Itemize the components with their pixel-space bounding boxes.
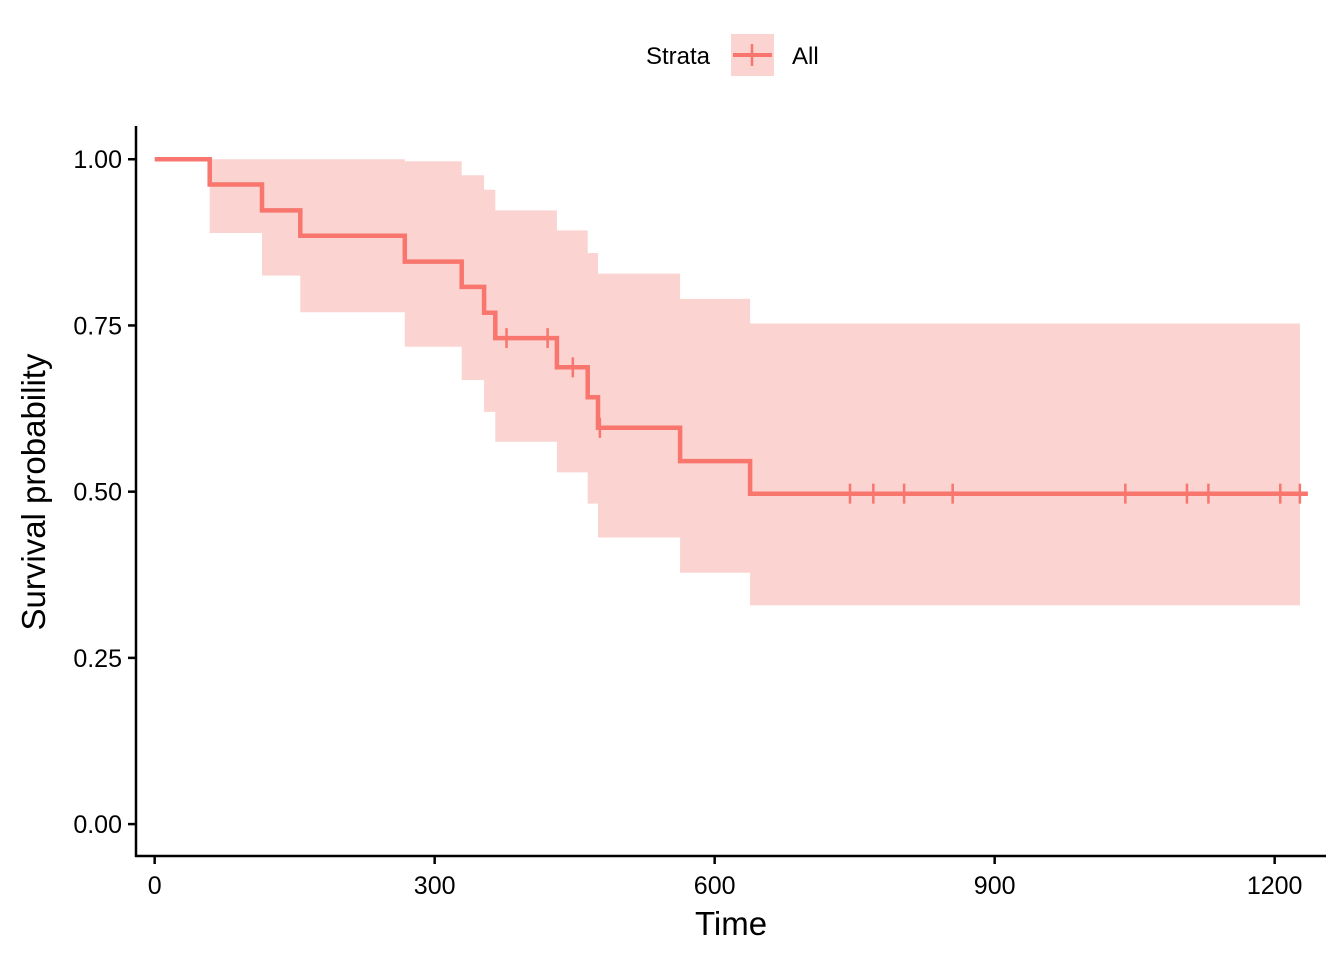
y-tick-label-1: 0.25 — [73, 645, 122, 673]
legend-title: Strata — [646, 43, 711, 70]
y-axis: 0.00 0.25 0.50 0.75 1.00 — [73, 126, 138, 857]
legend: Strata All — [646, 34, 819, 76]
x-axis: 0 300 600 900 1200 — [135, 854, 1326, 900]
confidence-band — [154, 159, 1300, 606]
x-tick-label-1: 300 — [414, 872, 456, 900]
y-axis-title: Survival probability — [15, 353, 52, 630]
plot-area — [154, 156, 1308, 606]
x-tick-label-4: 1200 — [1247, 872, 1303, 900]
survival-curve-all — [154, 156, 1308, 496]
x-tick-label-3: 900 — [974, 872, 1016, 900]
y-tick-label-0: 0.00 — [73, 811, 122, 839]
y-tick-label-3: 0.75 — [73, 312, 122, 340]
x-tick-label-2: 600 — [694, 872, 736, 900]
y-tick-label-4: 1.00 — [73, 146, 122, 174]
x-tick-label-0: 0 — [148, 872, 162, 900]
x-axis-title: Time — [695, 905, 767, 942]
censor-marks — [505, 328, 1302, 504]
y-tick-label-2: 0.50 — [73, 479, 122, 507]
legend-entry-all: All — [792, 43, 819, 70]
